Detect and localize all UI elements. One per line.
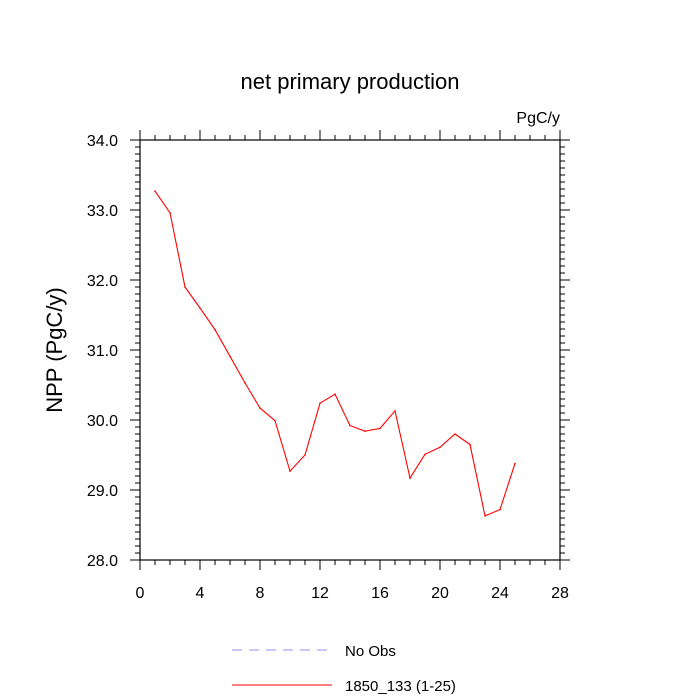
axis-tick-labels: 0 4 8 12 16 20 24 28 28.0 29.0 30.0 31.0 32.0 33.0 34.… — [87, 133, 569, 602]
x-tick-label: 20 — [431, 585, 449, 602]
data-point — [169, 212, 171, 214]
data-point — [424, 453, 426, 456]
data-point — [484, 515, 486, 517]
y-axis-label: NPP (PgC/y) — [42, 287, 67, 413]
data-point — [379, 427, 381, 430]
data-point — [184, 286, 186, 288]
x-tick-label: 8 — [256, 585, 265, 602]
x-tick-label: 0 — [136, 585, 145, 602]
y-tick-label: 28.0 — [87, 553, 118, 570]
data-point — [244, 382, 246, 384]
x-tick-label: 24 — [491, 585, 509, 602]
y-tick-label: 29.0 — [87, 483, 118, 500]
y-tick-label: 33.0 — [87, 203, 118, 220]
data-point — [259, 407, 261, 409]
y-tick-label: 31.0 — [87, 343, 118, 360]
data-point — [274, 419, 276, 422]
x-tick-label: 12 — [311, 585, 329, 602]
data-point — [334, 393, 336, 395]
data-point — [394, 410, 396, 412]
y-tick-label: 34.0 — [87, 133, 118, 150]
data-point — [199, 307, 201, 309]
data-point — [364, 430, 366, 433]
y-tick-label: 30.0 — [87, 413, 118, 430]
data-point — [469, 443, 471, 446]
data-point — [499, 508, 501, 511]
x-tick-label: 16 — [371, 585, 389, 602]
data-point — [154, 190, 156, 192]
plot-frame — [139, 139, 561, 561]
data-point — [229, 355, 231, 358]
series-layer — [154, 190, 516, 517]
x-tick-label: 4 — [196, 585, 205, 602]
data-point — [349, 424, 351, 427]
x-tick-label: 28 — [551, 585, 569, 602]
axis-ticks — [130, 130, 570, 570]
legend: No Obs 1850_133 (1-25) — [232, 643, 456, 695]
units-label: PgC/y — [516, 110, 560, 127]
data-point — [304, 454, 306, 456]
chart-title: net primary production — [241, 69, 460, 94]
data-point — [409, 477, 411, 479]
data-point — [289, 470, 291, 472]
data-point — [514, 462, 516, 465]
series-line-1 — [154, 190, 516, 517]
legend-label: No Obs — [345, 643, 396, 660]
data-point — [439, 446, 441, 449]
data-point — [214, 328, 216, 331]
data-point — [454, 433, 456, 435]
data-point — [319, 402, 321, 405]
y-tick-label: 32.0 — [87, 273, 118, 290]
legend-label: 1850_133 (1-25) — [345, 678, 456, 695]
